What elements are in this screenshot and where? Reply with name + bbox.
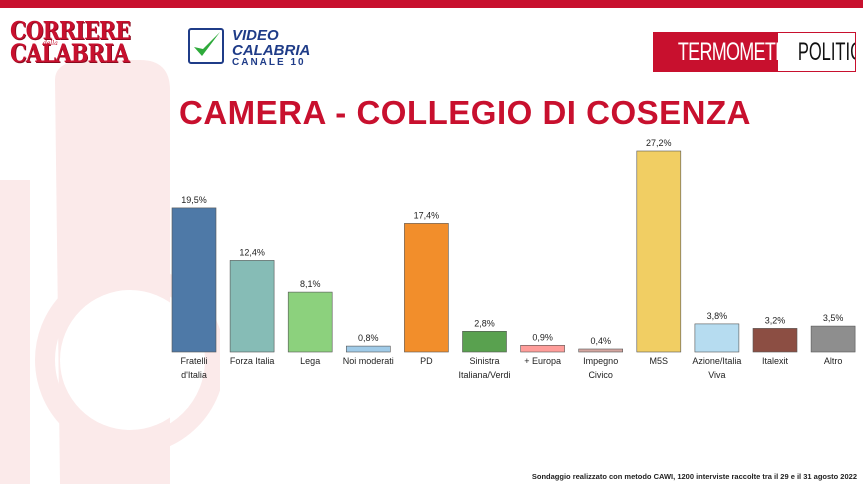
category-label-line: Altro [824, 356, 843, 366]
bar-0 [171, 207, 217, 353]
value-label-8: 27,2% [646, 138, 672, 148]
logo-tp-part1: TERMOMETRO [677, 38, 802, 66]
logo-corriere-line2: CALABRIA [10, 39, 130, 68]
value-label-5: 2,8% [474, 318, 495, 328]
category-label-line: Azione/Italia [692, 356, 741, 366]
category-label-0: Fratelli d'Italia [180, 356, 207, 380]
bar-3 [345, 345, 391, 353]
bar-9 [694, 323, 740, 353]
category-label-line: Sinistra [469, 356, 499, 366]
video-calabria-logo: VIDEO CALABRIA CANALE 10 [188, 26, 338, 70]
category-label-line: Italiana/Verdi [458, 370, 510, 380]
category-label-line: + Europa [524, 356, 561, 366]
value-label-9: 3,8% [707, 311, 728, 321]
logo-corriere-line1: CORRIERE [10, 16, 131, 45]
value-label-7: 0,4% [590, 336, 611, 346]
video-calabria-frame-icon [188, 28, 224, 64]
bar-10 [752, 328, 798, 353]
top-accent-bar [0, 0, 863, 8]
background-decoration [0, 60, 220, 484]
category-label-5: Sinistra Italiana/Verdi [458, 356, 510, 380]
category-label-line: d'Italia [181, 370, 207, 380]
category-label-9: Azione/Italia Viva [692, 356, 741, 380]
bar-4 [404, 223, 449, 353]
value-label-3: 0,8% [358, 333, 379, 343]
category-label-7: Impegno Civico [583, 356, 618, 380]
category-label-line: Noi moderati [343, 356, 394, 366]
logo-corriere-della: della [43, 40, 58, 47]
value-label-0: 19,5% [181, 195, 207, 205]
value-label-6: 0,9% [532, 332, 553, 342]
category-label-11: Altro [824, 356, 843, 366]
category-label-line: Impegno [583, 356, 618, 366]
bar-2 [287, 291, 333, 353]
category-label-line: Viva [708, 370, 725, 380]
category-label-line: M5S [650, 356, 669, 366]
category-label-10: Italexit [762, 356, 789, 366]
termometro-politico-logo: TERMOMETRO POLITICO [653, 32, 856, 72]
category-label-line: Forza Italia [230, 356, 275, 366]
category-label-8: M5S [650, 356, 669, 366]
category-label-2: Lega [300, 356, 320, 366]
logo-video-line1: VIDEO [232, 27, 279, 44]
bar-11 [810, 325, 856, 353]
value-label-1: 12,4% [239, 247, 265, 257]
checkmark-icon [194, 32, 220, 56]
value-label-2: 8,1% [300, 279, 321, 289]
logo-tp-part2: POLITICO [797, 38, 855, 66]
category-label-1: Forza Italia [230, 356, 275, 366]
category-label-6: + Europa [524, 356, 561, 366]
survey-footnote: Sondaggio realizzato con metodo CAWI, 12… [531, 472, 857, 481]
corriere-della-calabria-logo: CORRIERE della CALABRIA [10, 19, 174, 67]
category-label-line: Fratelli [180, 356, 207, 366]
bar-1 [229, 260, 275, 353]
category-label-line: Lega [300, 356, 320, 366]
category-label-4: PD [420, 356, 433, 366]
bar-8 [636, 150, 682, 353]
value-label-11: 3,5% [823, 313, 844, 323]
bar-5 [462, 330, 507, 353]
bar-7 [578, 348, 624, 353]
logo-tp-red-block: TERMOMETRO [654, 33, 801, 71]
category-label-line: Civico [588, 370, 613, 380]
logo-video-line2: CALABRIA [232, 42, 311, 59]
value-label-4: 17,4% [414, 210, 440, 220]
category-label-3: Noi moderati [343, 356, 394, 366]
logo-video-line3: CANALE 10 [232, 57, 306, 68]
chart-title: CAMERA - COLLEGIO DI COSENZA [179, 94, 751, 131]
value-label-10: 3,2% [765, 315, 786, 325]
logo-tp-white-block: POLITICO [778, 33, 855, 71]
category-label-line: PD [420, 356, 433, 366]
bar-6 [520, 344, 565, 353]
category-label-line: Italexit [762, 356, 789, 366]
